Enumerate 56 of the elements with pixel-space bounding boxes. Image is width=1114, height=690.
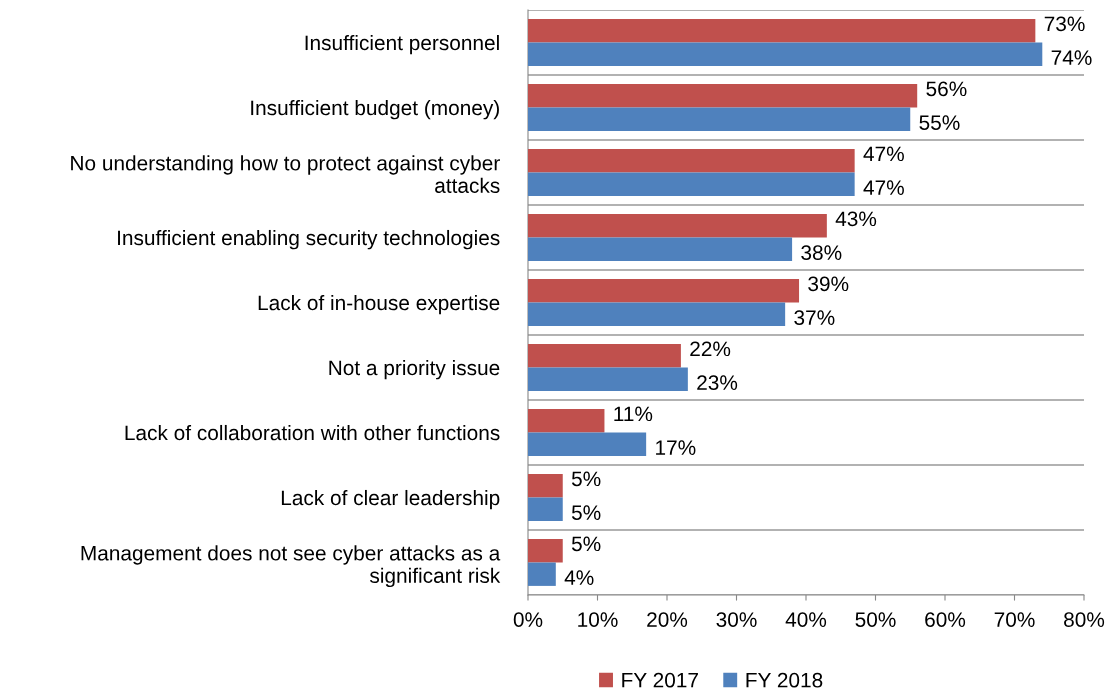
x-tick-label: 60% xyxy=(925,612,966,627)
data-label: 5% xyxy=(571,536,601,552)
y-tick-label: Management does not see cyber attacks as a significant risk xyxy=(81,545,501,588)
legend-label: FY 2017 xyxy=(622,672,698,688)
y-tick-label: Insufficient budget (money) xyxy=(251,99,499,120)
x-tick-label: 10% xyxy=(578,612,618,627)
bar xyxy=(528,539,563,563)
bar xyxy=(528,279,800,303)
data-label: 22% xyxy=(690,341,731,357)
data-label: 23% xyxy=(697,375,738,390)
bar xyxy=(528,409,605,433)
y-tick-label: Lack of collaboration with other functions xyxy=(125,424,500,441)
bar xyxy=(528,42,1043,66)
data-label: 43% xyxy=(835,211,877,227)
bar xyxy=(528,344,681,368)
data-label: 74% xyxy=(1051,50,1092,65)
bar xyxy=(528,19,1036,43)
legend-label: FY 2018 xyxy=(746,672,823,688)
y-tick-label: Insufficient enabling security technologies xyxy=(118,229,500,250)
y-tick-label: Lack of in-house expertise xyxy=(258,294,500,315)
data-label: 17% xyxy=(656,440,696,455)
data-label: 5% xyxy=(571,471,601,487)
bar xyxy=(528,84,918,108)
data-label: 73% xyxy=(1044,16,1085,32)
bar xyxy=(528,432,647,456)
bar xyxy=(528,367,688,391)
bar xyxy=(528,107,911,131)
bar xyxy=(528,149,855,173)
x-tick-label: 80% xyxy=(1064,612,1105,627)
data-label: 56% xyxy=(926,81,967,97)
y-tick-label: Lack of clear leadership xyxy=(281,489,500,510)
data-label: 39% xyxy=(808,276,849,292)
data-label: 47% xyxy=(863,180,904,195)
x-tick-label: 50% xyxy=(855,612,896,627)
x-tick-label: 30% xyxy=(716,612,757,627)
bar xyxy=(528,302,786,326)
y-tick-label: Insufficient personnel xyxy=(305,34,499,55)
y-tick-label: Not a priority issue xyxy=(329,359,500,380)
x-tick-label: 40% xyxy=(785,612,827,627)
x-tick-label: 70% xyxy=(994,612,1035,627)
data-label: 47% xyxy=(863,146,904,162)
bar xyxy=(528,497,563,521)
data-label: 55% xyxy=(919,115,960,130)
bar xyxy=(528,172,855,196)
data-label: 37% xyxy=(794,310,835,325)
data-label: 11% xyxy=(614,406,653,422)
bar xyxy=(528,474,563,498)
bar xyxy=(528,562,556,586)
y-tick-label: No understanding how to protect against cyber attacks xyxy=(71,155,500,193)
bar xyxy=(528,214,827,238)
bar xyxy=(528,237,793,261)
data-label: 5% xyxy=(571,505,601,520)
x-tick-label: 0% xyxy=(513,612,543,627)
x-tick-label: 20% xyxy=(647,612,688,627)
data-label: 38% xyxy=(801,245,842,260)
data-label: 4% xyxy=(564,570,594,585)
